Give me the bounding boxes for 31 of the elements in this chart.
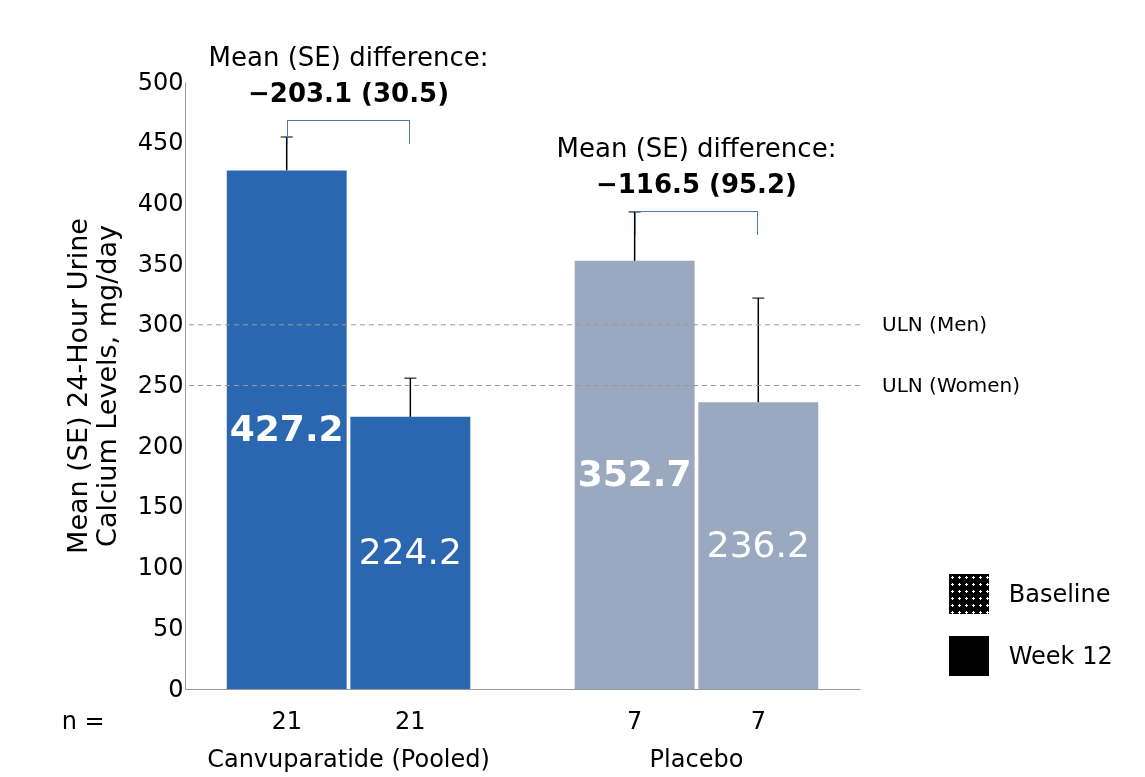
y-tick-label: 0 [168, 674, 184, 703]
data-label: 427.2 [229, 407, 344, 449]
y-tick-label: 500 [137, 67, 184, 96]
text: 21 [395, 707, 426, 735]
annotation: −116.5 (95.2) [595, 168, 797, 199]
y-tick-label: 400 [137, 188, 184, 217]
y-tick-label: 350 [137, 249, 184, 278]
data-label: 224.2 [358, 530, 462, 572]
y-tick-label: 300 [137, 310, 184, 339]
x-tick-label: Canvuparatide (Pooled) [207, 744, 490, 773]
text: 7 [627, 707, 643, 735]
y-tick-label: 450 [137, 128, 184, 157]
annotation: −203.1 (30.5) [248, 78, 450, 109]
y-tick-label: 200 [137, 431, 184, 460]
ref-line-label: ULN (Women) [882, 372, 1021, 397]
text: Mean (SE) difference: [208, 42, 489, 73]
y-axis-title: Mean (SE) 24-Hour Urine Calcium Levels, mg/day [61, 218, 122, 554]
annotation: Mean (SE) difference: [556, 132, 837, 163]
data-label: 352.7 [577, 452, 692, 494]
y-tick-label: 150 [137, 492, 184, 521]
y-tick-label: 100 [137, 553, 184, 582]
text: Week 12 [1008, 642, 1113, 670]
text: Baseline [1008, 580, 1111, 608]
y-tick-label: 50 [152, 613, 184, 642]
text: 21 [271, 707, 302, 735]
y-tick-label: 250 [137, 371, 184, 399]
x-tick-label: Placebo [649, 744, 744, 773]
text: 7 [750, 707, 766, 735]
text: n = [61, 707, 105, 735]
ref-line-label: ULN (Men) [882, 311, 987, 336]
data-label: 236.2 [706, 523, 810, 565]
